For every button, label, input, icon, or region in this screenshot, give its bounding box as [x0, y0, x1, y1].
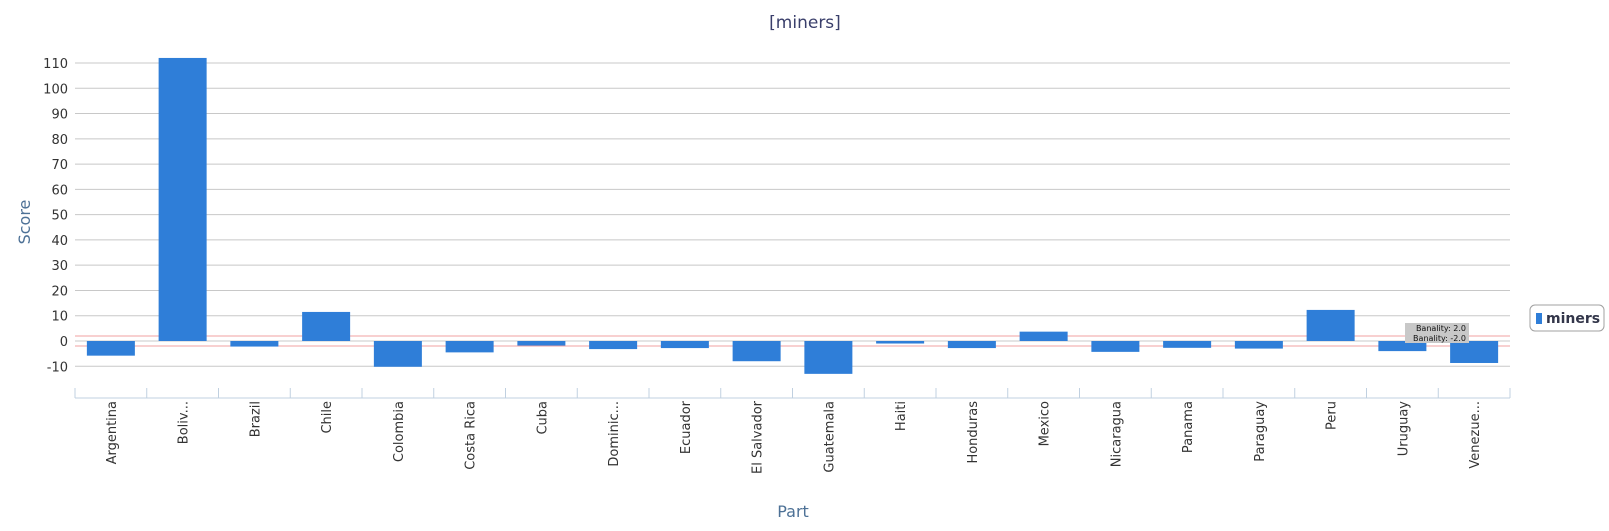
x-axis-ticks: Argentina Boliv... Brazil Chile Colombia Cost…: [74, 388, 1511, 474]
y-tick-label: 10: [51, 310, 68, 325]
x-tick-label: Mexico: [1038, 401, 1053, 446]
bar[interactable]: [1378, 341, 1427, 352]
bar[interactable]: [947, 341, 996, 349]
x-tick-label: Brazil: [248, 401, 263, 437]
bar[interactable]: [158, 57, 207, 341]
y-tick-label: 20: [51, 284, 68, 299]
legend-box: [1529, 304, 1605, 332]
bar[interactable]: [1163, 341, 1212, 348]
bar[interactable]: [1306, 309, 1355, 341]
y-tick-label: 50: [51, 209, 68, 224]
x-tick-label: Haiti: [894, 401, 909, 431]
bar[interactable]: [1091, 341, 1140, 352]
reference-label-bg: [1405, 333, 1469, 343]
x-tick-label: Panama: [1181, 401, 1196, 453]
y-tick-label: 40: [51, 234, 68, 249]
y-tick-label: 100: [43, 82, 68, 97]
y-axis-ticks: -10 0 10 20 30 40 50 60 70 80 90 100 110: [43, 57, 68, 375]
chart-title: [miners]: [769, 13, 841, 33]
legend-label: miners: [1546, 311, 1600, 327]
bar[interactable]: [876, 341, 925, 344]
x-axis-title: Part: [777, 502, 809, 521]
y-tick-label: 70: [51, 158, 68, 173]
x-tick-label: Cuba: [535, 401, 550, 435]
x-tick-label: Dominic...: [607, 401, 622, 467]
bar[interactable]: [732, 341, 781, 362]
y-tick-label: 80: [51, 133, 68, 148]
x-tick-label: Chile: [320, 401, 335, 434]
x-tick-label: Colombia: [392, 401, 407, 462]
bar[interactable]: [445, 341, 494, 353]
y-tick-label: 90: [51, 108, 68, 123]
y-tick-label: 30: [51, 259, 68, 274]
bar[interactable]: [1019, 331, 1068, 341]
x-tick-label: Boliv...: [177, 401, 192, 444]
y-tick-label: 0: [60, 335, 68, 350]
y-tick-label: -10: [47, 360, 68, 375]
reference-label: Banality: 2.0: [1416, 324, 1466, 333]
bar[interactable]: [517, 341, 566, 346]
bar[interactable]: [302, 311, 351, 341]
bar[interactable]: [1234, 341, 1283, 349]
x-tick-label: Ecuador: [679, 400, 694, 454]
reference-label-bg: [1405, 323, 1469, 333]
x-tick-label: Uruguay: [1396, 401, 1411, 457]
x-tick-label: El Salvador: [751, 400, 766, 474]
x-tick-label: Honduras: [966, 401, 981, 464]
y-tick-label: 110: [43, 57, 68, 72]
bars: [86, 57, 1499, 374]
x-tick-label: Costa Rica: [464, 401, 479, 470]
bar[interactable]: [660, 341, 709, 349]
reference-label: Banality: -2.0: [1413, 334, 1466, 343]
x-tick-label: Peru: [1325, 401, 1340, 430]
y-axis-title: Score: [15, 200, 34, 245]
y-tick-label: 60: [51, 183, 68, 198]
bar[interactable]: [230, 341, 279, 347]
bar[interactable]: [589, 341, 638, 350]
bar[interactable]: [804, 341, 853, 374]
x-tick-label: Argentina: [105, 401, 120, 464]
legend-symbol: [1536, 313, 1542, 324]
x-tick-label: Venezue...: [1468, 401, 1483, 469]
x-tick-label: Paraguay: [1253, 401, 1268, 462]
bar[interactable]: [86, 341, 135, 356]
bar[interactable]: [1450, 341, 1499, 363]
legend[interactable]: miners: [1529, 304, 1605, 332]
x-tick-label: Nicaragua: [1109, 401, 1124, 467]
bar[interactable]: [373, 341, 422, 367]
gridlines: [75, 62, 1510, 367]
x-tick-label: Guatemala: [822, 401, 837, 473]
